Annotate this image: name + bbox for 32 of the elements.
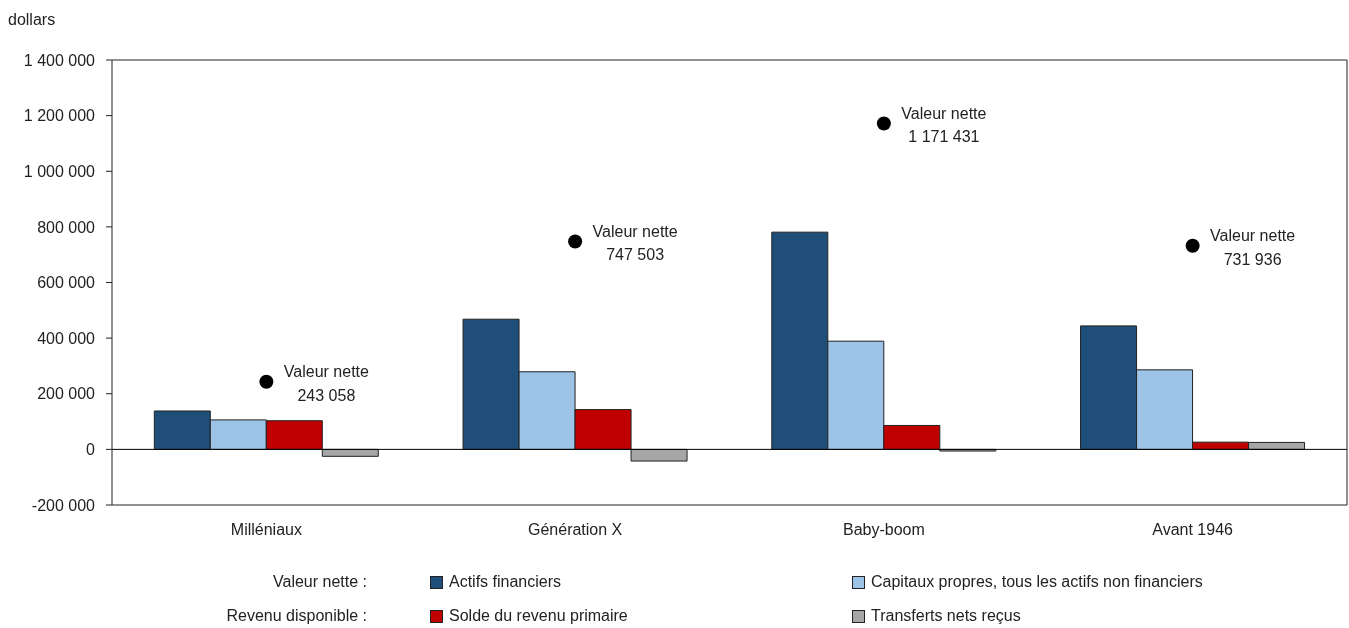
x-tick-label: Avant 1946 [1152,521,1234,539]
y-axis-title: dollars [8,11,56,29]
legend-label: Solde du revenu primaire [449,607,628,625]
data-label: 1 171 431 [908,128,980,146]
x-tick-label: Baby-boom [842,521,925,539]
y-tick-label: 1 400 000 [23,51,96,69]
y-tick-label: 1 200 000 [23,107,96,125]
y-tick-label: 400 000 [37,329,96,347]
x-tick-label: Génération X [527,521,623,539]
data-label: 243 058 [297,386,356,404]
text: Valeur nette [283,363,369,381]
legend-label: Transferts nets reçus [871,607,1021,625]
point [568,234,583,249]
text: Revenu disponible : [226,607,367,625]
y-tick-label: -200 000 [31,496,96,514]
y-tick-label: 0 [86,441,96,459]
y-tick-label: 200 000 [37,385,96,403]
series-label: Valeur nette [592,223,678,241]
data-label: 747 503 [606,246,665,264]
text: Valeur nette [901,105,987,123]
text: Valeur nette [1210,227,1296,245]
legend-label: Actifs financiers [449,573,562,591]
text: Valeur nette : [273,573,367,591]
x-tick-label: Milléniaux [230,521,302,539]
legend-label: Capitaux propres, tous les actifs non financiers [871,573,1203,591]
point [259,374,274,389]
point [1185,238,1200,253]
y-tick-label: 800 000 [37,218,96,236]
y-tick-label: 1 000 000 [23,162,96,180]
point [876,116,891,131]
data-label: 731 936 [1223,250,1282,268]
y-tick-label: 600 000 [37,274,96,292]
